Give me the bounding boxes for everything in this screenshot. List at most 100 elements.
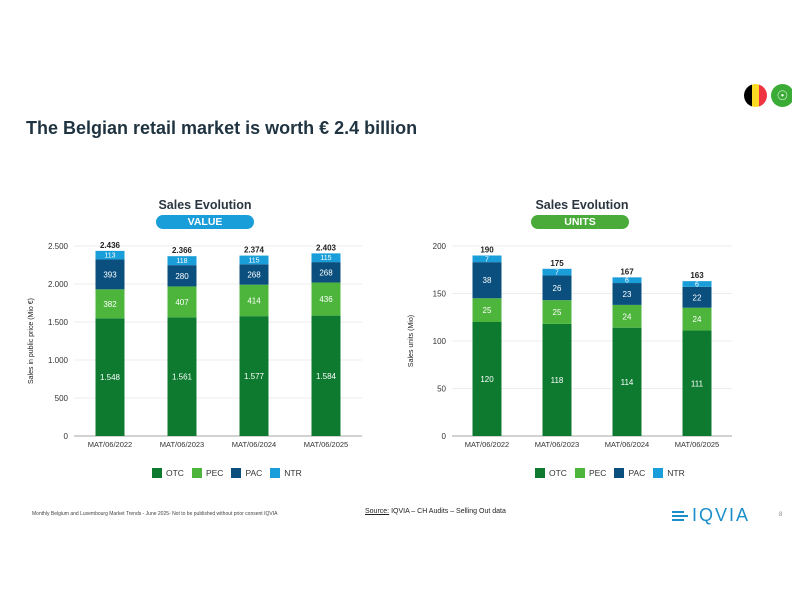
data-label-ntr: 115 [320,255,331,262]
page-title: The Belgian retail market is worth € 2.4… [26,118,418,138]
flag-stripe-black [744,84,752,107]
y-axis-label: Sales units (Mio) [408,315,415,367]
data-label-pec: 414 [247,296,261,305]
bar-ntr [542,268,572,276]
legend-item-pec: PEC [191,468,223,478]
data-label-otc: 118 [551,376,564,385]
bar-ntr [239,255,269,265]
bar-pec [612,304,642,328]
footer-note: Monthly Belgium and Luxembourg Market Tr… [32,511,278,517]
x-tick-label: MAT/06/2024 [605,440,649,449]
total-label: 2.366 [172,246,193,255]
total-label: 2.436 [100,241,121,250]
bar-pec [167,286,197,318]
data-label-pec: 25 [483,306,492,315]
total-label: 167 [620,267,634,276]
bar-pec [542,300,572,324]
y-tick-label: 200 [433,242,447,251]
source-label: Source: [365,508,390,515]
bar-pac [167,265,197,287]
bar-otc [542,323,572,436]
data-label-pec: 382 [103,300,117,309]
y-tick-label: 0 [64,432,69,441]
bar-pac [311,262,341,283]
bar-otc [311,315,341,436]
data-label-otc: 1.584 [316,372,337,381]
data-label-pac: 280 [175,272,189,281]
x-tick-label: MAT/06/2025 [675,440,719,449]
total-label: 190 [480,246,494,255]
legend-item-ntr: NTR [653,468,685,478]
bar-pec [95,289,125,319]
data-label-pac: 22 [693,293,702,302]
total-label: 2.374 [244,246,265,255]
data-label-otc: 114 [621,378,634,387]
data-label-pac: 26 [553,284,562,293]
total-label: 2.403 [316,243,337,252]
y-tick-label: 2.500 [48,242,69,251]
data-label-ntr: 6 [695,282,699,289]
bar-otc [239,316,269,436]
x-tick-label: MAT/06/2024 [232,440,276,449]
source-note: Source: IQVIA – CH Audits – Selling Out … [365,508,506,515]
total-label: 163 [690,271,704,280]
x-tick-label: MAT/06/2022 [88,440,132,449]
data-label-otc: 1.561 [172,373,193,382]
data-label-pec: 407 [175,298,189,307]
x-tick-label: MAT/06/2025 [304,440,348,449]
total-label: 175 [550,259,564,268]
y-tick-label: 500 [55,394,69,403]
x-tick-label: MAT/06/2023 [535,440,579,449]
data-label-pac: 268 [319,268,333,277]
bar-otc [472,322,502,436]
data-label-pac: 38 [483,276,492,285]
bar-otc [95,318,125,436]
data-label-pec: 24 [623,312,632,321]
data-label-ntr: 7 [485,256,489,263]
bar-pac [472,262,502,299]
y-tick-label: 50 [437,385,446,394]
y-tick-label: 150 [433,290,447,299]
data-label-pec: 24 [693,315,702,324]
bar-pac [239,264,269,285]
source-text: IQVIA – CH Audits – Selling Out data [389,508,506,515]
data-label-otc: 1.577 [244,372,265,381]
bar-pec [472,298,502,322]
legend-item-otc: OTC [152,468,184,478]
page-number: 8 [779,512,783,518]
bar-ntr [167,256,197,266]
data-label-ntr: 115 [248,257,259,264]
x-tick-label: MAT/06/2023 [160,440,204,449]
flag-stripe-yellow [751,84,760,107]
data-label-otc: 120 [480,375,494,384]
bar-pec [239,284,269,317]
data-label-ntr: 7 [555,270,559,277]
belgium-flag-icon [744,84,767,107]
bar-ntr [95,250,125,260]
legend-item-pec: PEC [574,468,606,478]
data-label-pec: 25 [553,308,562,317]
units-legend: OTC PEC PAC NTR [535,468,685,478]
logo-bars-icon [672,510,688,521]
y-tick-label: 100 [433,337,447,346]
bar-pec [682,307,712,331]
iqvia-logo: IQVIA [672,505,750,526]
value-chart-title: Sales Evolution [158,198,252,212]
data-label-ntr: 118 [176,258,187,265]
bar-otc [167,317,197,436]
legend-item-otc: OTC [535,468,567,478]
y-tick-label: 1.000 [48,356,69,365]
value-pill: VALUE [156,215,254,229]
bar-ntr [612,277,642,284]
units-pill: UNITS [531,215,629,229]
legend-item-pac: PAC [231,468,262,478]
data-label-pac: 268 [247,271,261,280]
data-label-otc: 1.548 [100,373,121,382]
logo-text: IQVIA [692,505,751,525]
value-legend: OTC PEC PAC NTR [152,468,302,478]
globe-icon: ☉ [771,84,792,107]
bar-otc [682,330,712,436]
flag-stripe-red [759,84,767,107]
